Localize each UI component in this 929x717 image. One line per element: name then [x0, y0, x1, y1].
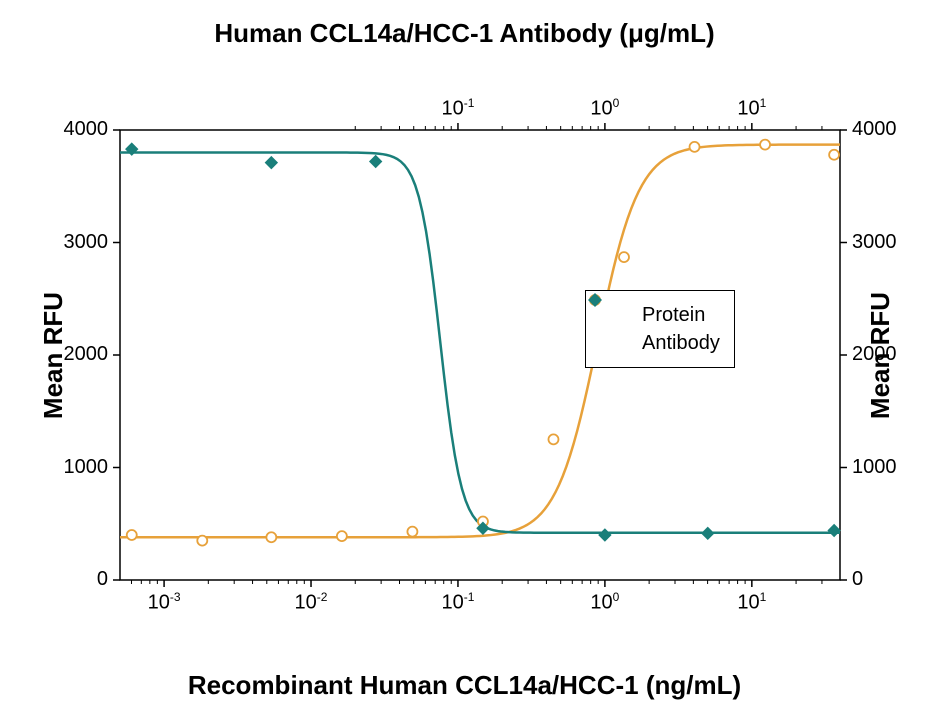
legend-item-protein: Protein — [600, 301, 720, 329]
y-tick-label: 1000 — [852, 456, 897, 479]
x-bottom-tick-label: 101 — [727, 590, 777, 615]
x-top-tick-label: 100 — [580, 96, 630, 121]
y-tick-label: 2000 — [64, 343, 109, 366]
x-top-tick-label: 10-1 — [433, 96, 483, 121]
y-tick-label: 0 — [97, 568, 108, 591]
legend-label: Antibody — [642, 332, 720, 355]
bottom-x-axis-title: Recombinant Human CCL14a/HCC-1 (ng/mL) — [0, 670, 929, 701]
y-tick-label: 4000 — [852, 118, 897, 141]
y-tick-label: 0 — [852, 568, 863, 591]
legend-label: Protein — [642, 304, 705, 327]
x-bottom-tick-label: 10-3 — [139, 590, 189, 615]
legend-item-antibody: Antibody — [600, 329, 720, 357]
legend: Protein Antibody — [585, 290, 735, 368]
y-tick-label: 3000 — [64, 231, 109, 254]
dose-response-chart: Human CCL14a/HCC-1 Antibody (μg/mL) Mean… — [0, 0, 929, 717]
x-bottom-tick-label: 100 — [580, 590, 630, 615]
y-tick-label: 3000 — [852, 231, 897, 254]
y-tick-label: 4000 — [64, 118, 109, 141]
x-top-tick-label: 101 — [727, 96, 777, 121]
y-tick-label: 1000 — [64, 456, 109, 479]
x-bottom-tick-label: 10-1 — [433, 590, 483, 615]
bottom-title-text: Recombinant Human CCL14a/HCC-1 (ng/mL) — [188, 670, 741, 700]
y-tick-label: 2000 — [852, 343, 897, 366]
x-bottom-tick-label: 10-2 — [286, 590, 336, 615]
